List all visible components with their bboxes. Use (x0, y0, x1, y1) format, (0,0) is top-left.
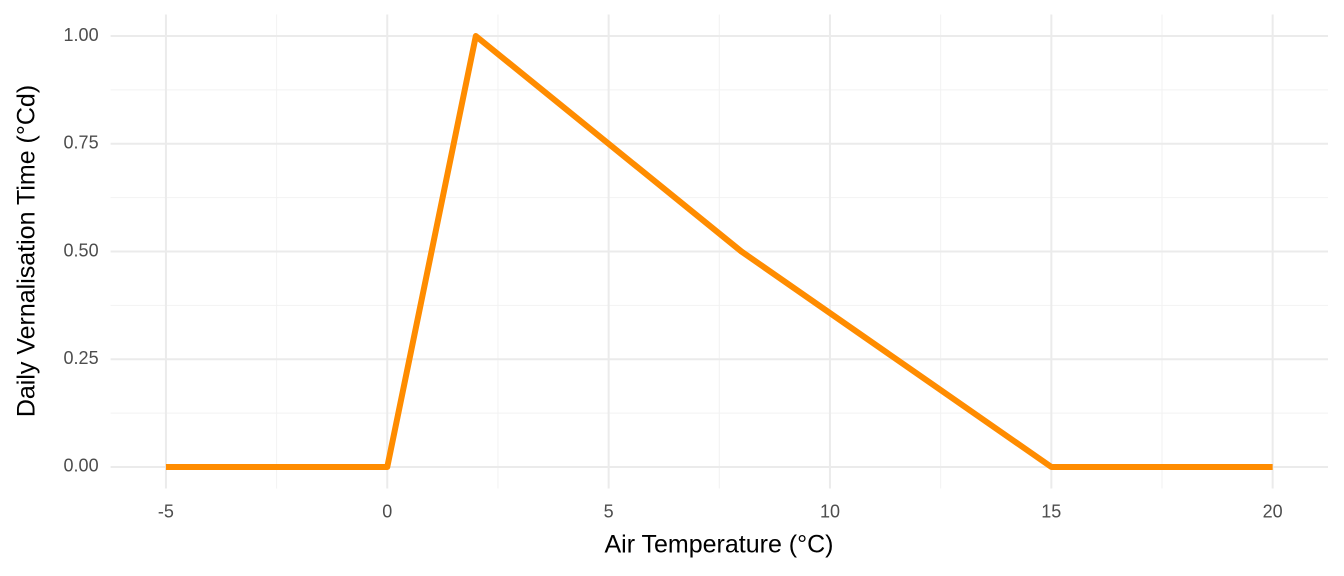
x-tick-label: 5 (604, 501, 614, 521)
y-tick-label: 0.25 (64, 348, 99, 368)
y-tick-label: 0.75 (64, 133, 99, 153)
x-tick-label: 20 (1263, 501, 1283, 521)
y-tick-label: 1.00 (64, 25, 99, 45)
y-tick-label: 0.00 (64, 456, 99, 476)
y-tick-label: 0.50 (64, 240, 99, 260)
x-tick-label: -5 (158, 501, 174, 521)
x-axis-title: Air Temperature (°C) (604, 531, 833, 559)
x-tick-label: 10 (820, 501, 840, 521)
data-line (165, 33, 1273, 470)
x-tick-label: 15 (1041, 501, 1061, 521)
x-tick-label: 0 (382, 501, 392, 521)
y-axis-title: Daily Vernalisation Time (°Cd) (13, 85, 41, 417)
